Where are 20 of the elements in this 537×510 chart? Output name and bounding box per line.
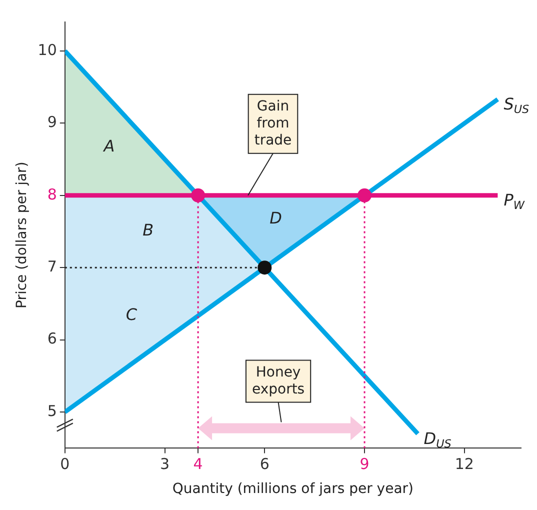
annotation: Honey exports (252, 364, 305, 398)
annotation: A (102, 136, 115, 156)
x-tick-label: 3 (160, 455, 170, 474)
y-tick-label: 5 (47, 402, 57, 420)
x-tick-label: 4 (193, 455, 203, 474)
annotation: D (270, 208, 282, 228)
annotation: B (142, 220, 154, 240)
annotation: C (126, 304, 138, 324)
y-tick-label: 7 (47, 257, 57, 276)
annotation: Gain from trade (254, 98, 292, 149)
y-tick-label: 10 (38, 40, 57, 59)
x-tick-label: 9 (360, 455, 370, 474)
x-tick-label: 0 (60, 455, 70, 474)
y-tick-label: 8 (47, 185, 57, 204)
y-tick-label: 6 (47, 330, 57, 348)
x-tick-label: 6 (260, 455, 270, 474)
x-tick-label: 12 (454, 455, 474, 474)
x-axis-title: Quantity (millions of jars per year) (172, 481, 414, 498)
y-tick-label: 9 (47, 113, 57, 132)
y-axis-title: Price (dollars per jar) (14, 162, 30, 308)
